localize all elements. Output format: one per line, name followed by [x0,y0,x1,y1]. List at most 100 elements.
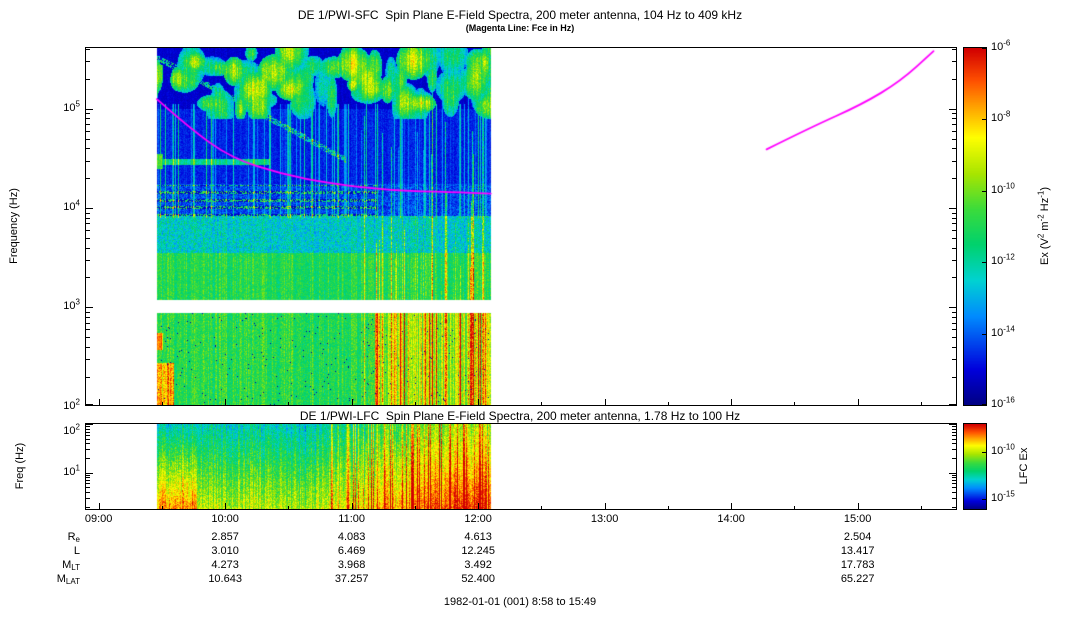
y-tick-label: 102 [63,397,80,412]
y-minor-tick [86,477,90,479]
y-minor-tick [86,431,90,433]
y-minor-tick [86,480,90,482]
x-minor-tick [541,402,543,405]
y-minor-tick [86,148,90,150]
x-minor-tick [541,506,543,509]
x-tick-label: 14:00 [717,513,745,525]
x-tick-mark [351,503,353,509]
lfc-title: DE 1/PWI-LFC Spin Plane E-Field Spectra,… [299,409,741,423]
y-minor-tick [86,237,90,239]
y-minor-tick [86,474,90,476]
y-minor-tick [86,506,90,508]
y-minor-tick [86,438,90,440]
table-value: 3.492 [464,559,492,571]
y-minor-tick [86,337,90,339]
x-tick-mark [731,399,733,405]
y-minor-tick [952,247,956,249]
table-value: 4.273 [211,559,239,571]
x-tick-mark [604,399,606,405]
y-minor-tick [86,311,90,313]
x-minor-tick [794,402,796,405]
colorbar-tick-label: 10-15 [991,489,1015,504]
colorbar-tick-label: 10-12 [991,252,1015,268]
y-minor-tick [86,487,90,489]
colorbar-tick-mark [982,48,986,49]
y-minor-tick [952,426,956,428]
y-minor-tick [952,311,956,313]
table-value: 4.613 [464,531,492,543]
y-tick-mark [949,307,956,309]
y-minor-tick [952,491,956,493]
y-minor-tick [952,148,956,150]
x-tick-mark [98,503,100,509]
y-minor-tick [952,359,956,361]
x-minor-tick [794,506,796,509]
y-minor-tick [86,160,90,162]
y-tick-label: 102 [63,422,80,437]
y-minor-tick [952,124,956,126]
y-minor-tick [86,178,90,180]
y-minor-tick [86,329,90,331]
y-minor-tick [86,61,90,63]
y-minor-tick [952,329,956,331]
y-minor-tick [952,346,956,348]
x-tick-label: 15:00 [843,513,872,525]
y-minor-tick [952,431,956,433]
y-minor-tick [86,113,90,115]
y-minor-tick [952,237,956,239]
table-value: 12.245 [461,545,495,557]
main-spectrogram-canvas [86,48,956,405]
x-tick-label: 09:00 [84,513,113,525]
y-minor-tick [86,130,90,132]
x-minor-tick [288,402,290,405]
x-minor-tick [667,402,669,405]
y-tick-mark [949,108,956,110]
y-minor-tick [952,497,956,499]
y-minor-tick [952,113,956,115]
x-tick-label: 12:00 [464,513,492,525]
x-tick-mark [857,503,859,509]
y-minor-tick [86,428,90,430]
y-minor-tick [952,138,956,140]
y-minor-tick [952,457,956,459]
y-tick-mark [86,472,93,474]
y-minor-tick [86,483,90,485]
table-row-label: MLT [62,559,80,572]
colorbar-tick-mark [982,119,986,121]
table-value: 65.227 [840,573,875,585]
y-tick-mark [86,404,93,405]
table-row-label: MLAT [56,573,80,586]
colorbar-tick-mark [982,190,986,192]
y-minor-tick [952,230,956,232]
y-tick-mark [949,472,956,474]
colorbar-tick-mark [982,333,986,335]
x-minor-tick [667,506,669,509]
table-row-label: Re [67,531,80,544]
y-minor-tick [952,78,956,80]
x-minor-tick [414,506,416,509]
main-title: DE 1/PWI-SFC Spin Plane E-Field Spectra,… [297,8,743,22]
x-minor-tick [288,506,290,509]
y-minor-tick [86,346,90,348]
x-tick-mark [351,399,353,405]
table-value: 3.968 [337,559,366,571]
x-minor-tick [414,402,416,405]
main-colorbar-label: Ex (V2 m-2 Hz-1) [1036,186,1051,266]
y-minor-tick [86,138,90,140]
y-minor-tick [952,487,956,489]
y-tick-mark [86,307,93,309]
y-minor-tick [952,223,956,225]
x-tick-mark [604,503,606,509]
y-minor-tick [952,212,956,214]
x-tick-mark [98,399,100,405]
y-minor-tick [952,178,956,180]
x-tick-mark [225,503,227,509]
table-value: 52.400 [461,573,495,585]
table-row-label: L [73,545,80,557]
y-minor-tick [86,223,90,225]
y-minor-tick [86,449,90,451]
y-minor-tick [86,230,90,232]
y-minor-tick [952,376,956,378]
x-tick-mark [478,399,480,405]
y-minor-tick [952,217,956,219]
